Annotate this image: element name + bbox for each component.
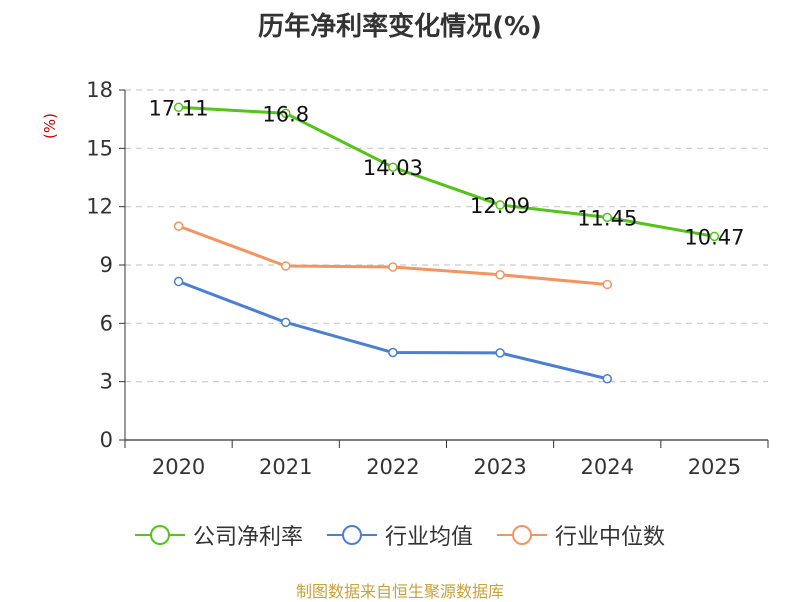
- data-point: [495, 348, 505, 358]
- y-tick-label: 12: [86, 195, 113, 219]
- axes: 0 3 6 9 12 15 18 2020 2021 2022 2023 2024 2025: [86, 78, 769, 479]
- y-tick-label: 6: [100, 311, 113, 335]
- x-tick-label: 2024: [581, 455, 634, 479]
- grid-lines: [125, 89, 768, 383]
- data-point: [709, 231, 720, 242]
- legend-label: 行业中位数: [555, 525, 666, 550]
- data-point: [602, 279, 612, 290]
- data-label: 10.47: [684, 225, 744, 249]
- series-line: [178, 224, 608, 286]
- legend-marker-icon: [326, 525, 377, 545]
- y-tick-label: 0: [100, 428, 113, 452]
- legend-label: 行业均值: [384, 525, 473, 550]
- data-point: [388, 262, 398, 272]
- y-tick-label: 15: [86, 136, 113, 160]
- data-point: [173, 221, 184, 231]
- x-tick-label: 2025: [688, 455, 741, 479]
- y-tick-label: 9: [100, 253, 113, 277]
- data-point: [602, 374, 612, 384]
- legend-label: 公司净利率: [192, 525, 303, 550]
- y-tick-label: 18: [86, 78, 113, 102]
- series-line: [178, 280, 608, 381]
- data-label: 12.09: [470, 194, 530, 218]
- x-tick-label: 2020: [152, 455, 205, 479]
- data-point: [602, 212, 612, 223]
- data-point: [281, 108, 291, 119]
- data-label: 17.11: [149, 96, 209, 120]
- x-tick-label: 2023: [473, 455, 526, 479]
- legend: 公司净利率 行业均值 行业中位数: [0, 519, 800, 551]
- data-label: 16.8: [262, 102, 309, 126]
- data-point: [495, 269, 505, 280]
- series: [173, 102, 720, 384]
- chart-title: 历年净利率变化情况(%): [258, 12, 542, 42]
- legend-item[interactable]: 公司净利率: [134, 519, 303, 551]
- data-point: [173, 102, 184, 113]
- data-point: [281, 317, 291, 328]
- legend-item[interactable]: 行业均值: [326, 519, 473, 551]
- data-labels: 17.11 16.8 14.03 12.09 11.45 10.47: [149, 96, 745, 249]
- data-point: [173, 276, 184, 287]
- data-point: [388, 347, 398, 358]
- legend-marker-icon: [497, 525, 547, 545]
- data-point: [495, 200, 505, 210]
- series-line: [178, 105, 715, 238]
- data-label: 11.45: [577, 206, 637, 230]
- source-note: 制图数据来自恒生聚源数据库: [295, 582, 504, 601]
- legend-item[interactable]: 行业中位数: [497, 519, 665, 551]
- data-label: 14.03: [363, 156, 423, 180]
- x-tick-label: 2021: [259, 455, 312, 479]
- x-tick-label: 2022: [366, 455, 419, 479]
- line-chart: 0 3 6 9 12 15 18 2020 2021 2022 2023 2024 2025 17.11…: [86, 78, 769, 479]
- data-point: [388, 162, 398, 172]
- data-point: [281, 261, 291, 271]
- legend-marker-icon: [134, 525, 185, 545]
- y-tick-label: 3: [100, 370, 113, 394]
